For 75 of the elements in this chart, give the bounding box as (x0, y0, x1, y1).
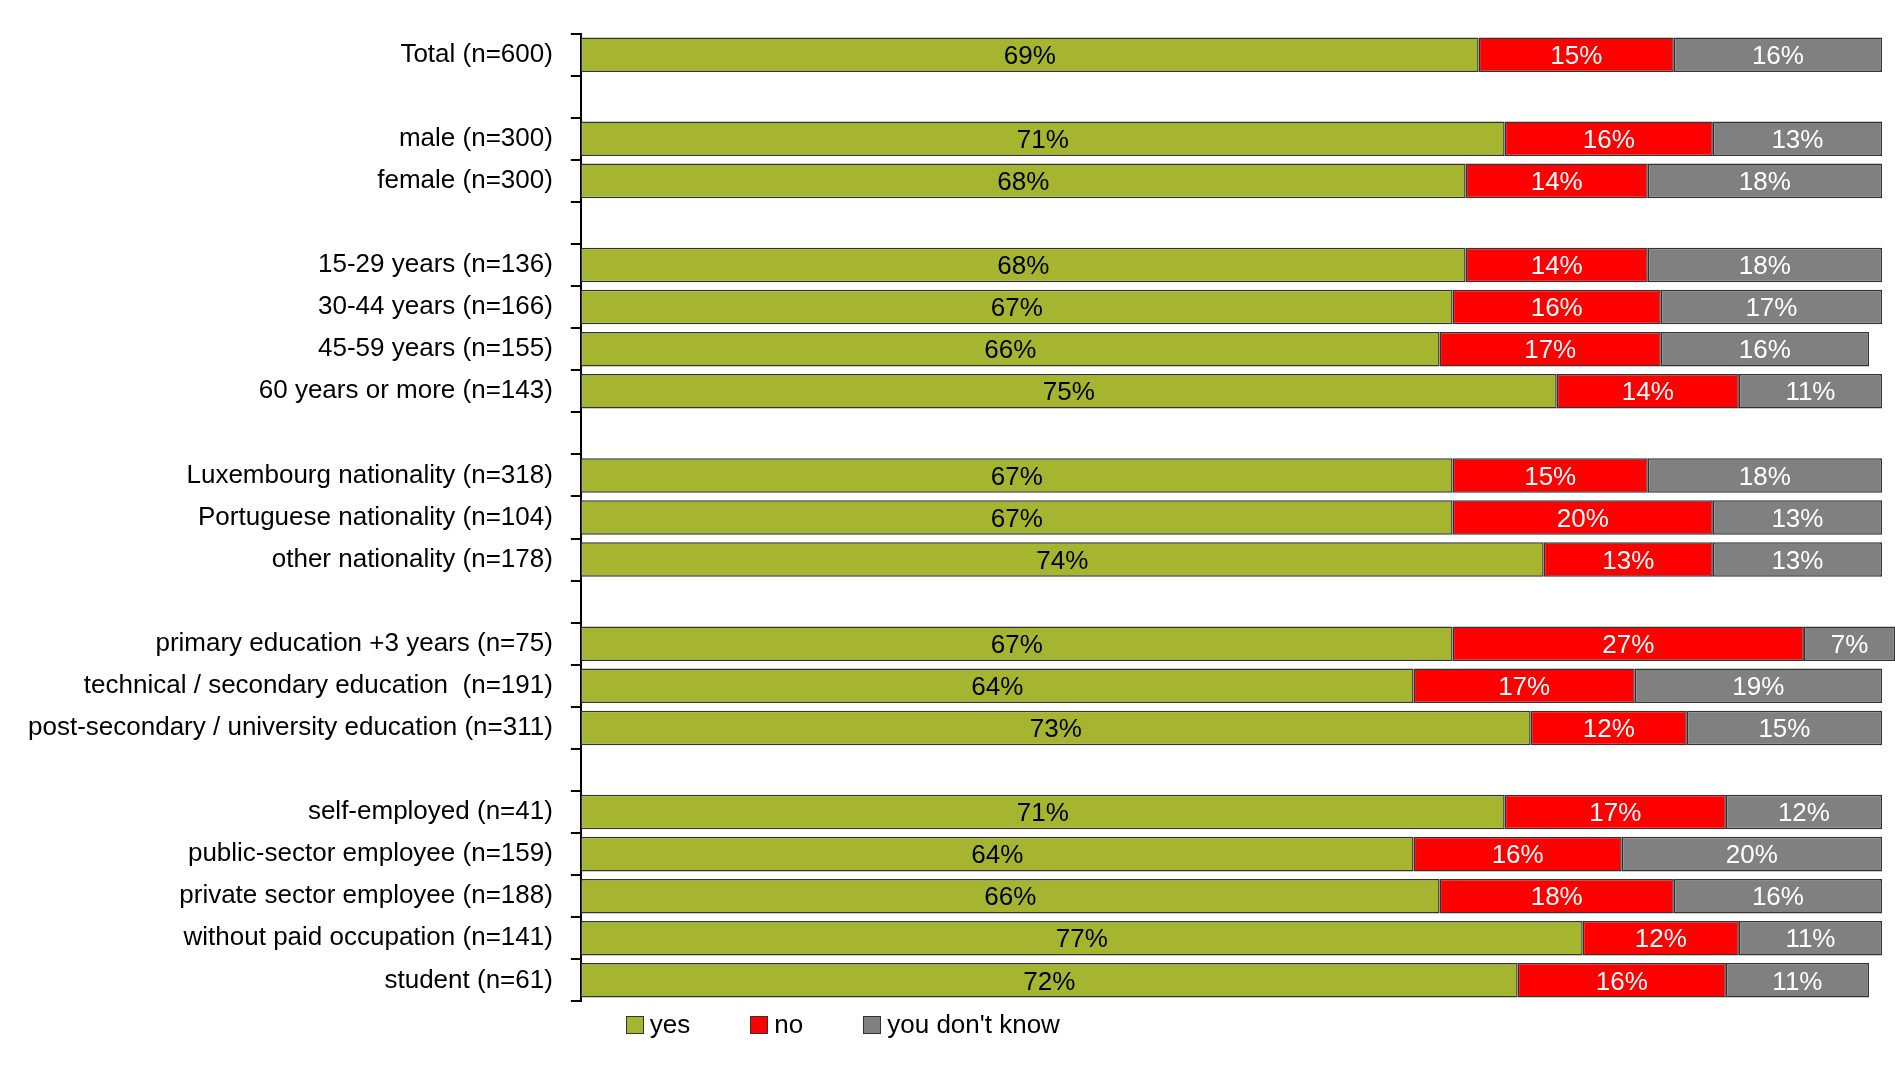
data-label: 17% (1589, 797, 1642, 828)
data-label: 19% (1732, 670, 1785, 701)
y-tick-label: other nationality (n=178) (271, 542, 553, 573)
y-tick-label: Total (n=600) (400, 37, 553, 68)
data-label: 11% (1785, 376, 1836, 407)
y-tick-label: post-secondary / university education (n=311) (27, 711, 553, 742)
y-tick-label: public-sector employee (n=159) (187, 837, 553, 868)
y-tick-label: 45-59 years (n=155) (317, 332, 553, 363)
data-label: 15% (1550, 39, 1603, 70)
legend-label: you don't know (887, 1009, 1060, 1041)
data-label: 13% (1771, 502, 1824, 533)
data-label: 12% (1777, 797, 1830, 828)
data-label: 17% (1745, 292, 1798, 323)
y-tick-label: 30-44 years (n=166) (317, 290, 553, 321)
data-label: 20% (1725, 839, 1778, 870)
data-label: 73% (1029, 713, 1082, 744)
data-label: 64% (971, 839, 1024, 870)
data-label: 13% (1771, 544, 1824, 575)
data-label: 12% (1634, 923, 1687, 954)
data-label: 71% (1016, 123, 1069, 154)
data-label: 20% (1556, 502, 1609, 533)
data-label: 18% (1738, 250, 1791, 281)
data-label: 67% (990, 628, 1043, 659)
y-tick-label: private sector employee (n=188) (179, 879, 553, 910)
data-label: 11% (1785, 923, 1836, 954)
data-label: 18% (1738, 166, 1791, 197)
data-label: 16% (1530, 292, 1583, 323)
data-label: 67% (990, 460, 1043, 491)
data-label: 72% (1023, 965, 1076, 996)
data-label: 18% (1530, 881, 1583, 912)
data-label: 68% (997, 250, 1050, 281)
data-label: 74% (1036, 544, 1089, 575)
data-label: 64% (971, 670, 1024, 701)
data-label: 13% (1602, 544, 1655, 575)
y-tick-label: 60 years or more (n=143) (258, 374, 553, 405)
data-label: 16% (1595, 965, 1648, 996)
y-tick-label: without paid occupation (n=141) (182, 921, 553, 952)
legend-label: no (774, 1009, 804, 1041)
data-label: 17% (1524, 334, 1577, 365)
data-label: 11% (1772, 965, 1823, 996)
y-tick-label: student (n=61) (384, 963, 553, 994)
data-label: 16% (1738, 334, 1791, 365)
data-label: 14% (1530, 166, 1583, 197)
data-label: 69% (1003, 39, 1056, 70)
data-label: 67% (990, 502, 1043, 533)
y-tick-label: Luxembourg nationality (n=318) (186, 458, 553, 489)
data-label: 15% (1758, 713, 1811, 744)
y-tick-label: 15-29 years (n=136) (317, 248, 553, 279)
y-tick-label: self-employed (n=41) (307, 795, 553, 826)
data-label: 66% (984, 881, 1037, 912)
data-label: 15% (1524, 460, 1577, 491)
y-tick-label: primary education +3 years (n=75) (155, 626, 553, 657)
data-label: 17% (1498, 670, 1551, 701)
data-label: 12% (1582, 713, 1635, 744)
series-label: yes (649, 1009, 691, 1041)
data-label: 71% (1016, 797, 1069, 828)
data-label: 14% (1530, 250, 1583, 281)
data-label: 66% (984, 334, 1037, 365)
data-label: 16% (1491, 839, 1544, 870)
data-label: 68% (997, 166, 1050, 197)
y-tick-label: technical / secondary education (n=191) (83, 668, 553, 699)
data-label: 18% (1738, 460, 1791, 491)
data-label: 27% (1602, 628, 1655, 659)
data-label: 16% (1582, 123, 1635, 154)
data-label: 13% (1771, 123, 1824, 154)
y-tick-label: Portuguese nationality (n=104) (198, 500, 553, 531)
data-label: 77% (1055, 923, 1108, 954)
data-label: 75% (1042, 376, 1095, 407)
data-label: 14% (1621, 376, 1674, 407)
y-tick-label: female (n=300) (377, 164, 553, 195)
data-label: 67% (990, 292, 1043, 323)
data-label: 16% (1751, 39, 1804, 70)
data-label: 16% (1751, 881, 1804, 912)
y-tick-label: male (n=300) (398, 121, 553, 152)
data-label: 7% (1830, 628, 1869, 659)
